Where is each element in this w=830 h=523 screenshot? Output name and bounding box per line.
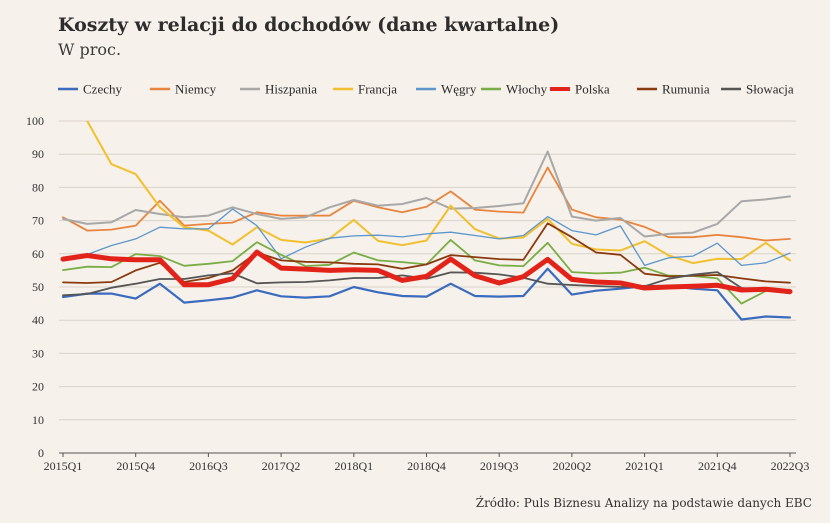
legend-label: Niemcy [175, 82, 217, 97]
series-line-francja [86, 121, 791, 265]
legend: Czechy Niemcy Hiszpania Francja Węgry Włochy P… [58, 82, 794, 97]
x-tick-label: 2019Q3 [480, 459, 519, 473]
y-tick-label: 80 [32, 180, 44, 194]
y-tick-label: 70 [32, 214, 44, 228]
x-tick-label: 2021Q1 [625, 459, 664, 473]
x-tick-label: 2020Q2 [553, 459, 592, 473]
y-axis: 0 10 20 30 40 50 60 70 80 90 100 [26, 114, 44, 460]
series-line-hiszpania [62, 150, 791, 238]
x-tick-label: 2021Q4 [698, 459, 737, 473]
chart-title: Koszty w relacji do dochodów (dane kwart… [58, 14, 560, 36]
legend-label: Słowacja [746, 82, 794, 97]
series-line-niemcy [62, 166, 791, 242]
series-lines [60, 121, 793, 321]
y-tick-label: 10 [32, 413, 44, 427]
y-tick-label: 0 [38, 446, 44, 460]
x-tick-label: 2018Q4 [407, 459, 446, 473]
chart-subtitle: W proc. [58, 40, 122, 59]
series-line-węgry [62, 208, 791, 267]
y-tick-label: 20 [32, 380, 44, 394]
x-tick-label: 2016Q3 [189, 459, 228, 473]
y-tick-label: 90 [32, 147, 44, 161]
x-tick-label: 2017Q2 [262, 459, 301, 473]
legend-label: Czechy [83, 82, 122, 97]
legend-label: Włochy [506, 82, 548, 97]
legend-label: Rumunia [662, 82, 710, 97]
legend-label: Francja [358, 82, 397, 97]
y-tick-label: 30 [32, 346, 44, 360]
x-tick-label: 2015Q1 [44, 459, 83, 473]
x-axis: 2015Q1 2015Q4 2016Q3 2017Q2 2018Q1 2018Q4 2019… [44, 453, 810, 473]
legend-label: Polska [575, 82, 610, 97]
series-line-polska [60, 249, 793, 295]
x-tick-label: 2015Q4 [116, 459, 155, 473]
y-tick-label: 40 [32, 313, 44, 327]
y-tick-label: 100 [26, 114, 44, 128]
x-tick-label: 2018Q1 [334, 459, 373, 473]
x-tick-label: 2022Q3 [771, 459, 810, 473]
legend-label: Hiszpania [265, 82, 317, 97]
legend-label: Węgry [441, 82, 477, 97]
y-tick-label: 60 [32, 247, 44, 261]
y-tick-label: 50 [32, 280, 44, 294]
source-note: Źródło: Puls Biznesu Analizy na podstawi… [475, 496, 812, 510]
